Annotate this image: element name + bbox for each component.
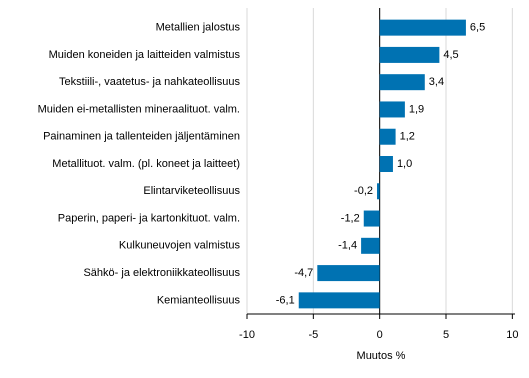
- bar: [317, 265, 380, 282]
- bar: [379, 128, 396, 145]
- y-tick-label: Sähkö- ja elektroniikkateollisuus: [83, 267, 240, 279]
- value-label: 1,0: [397, 158, 412, 170]
- value-label: 6,5: [470, 22, 485, 34]
- y-tick-label: Muiden ei-metallisten mineraalituot. val…: [38, 103, 240, 115]
- bar: [377, 183, 380, 200]
- bar: [298, 292, 380, 309]
- value-label: 1,2: [400, 131, 415, 143]
- y-tick-label: Metallien jalostus: [156, 22, 241, 34]
- bar: [379, 156, 393, 172]
- y-tick-label: Painaminen ja tallenteiden jäljentäminen: [43, 131, 240, 143]
- value-label: -4,7: [294, 267, 313, 279]
- value-label: -1,4: [338, 240, 357, 252]
- y-tick-label: Elintarviketeollisuus: [143, 185, 240, 197]
- x-tick-label: 10: [506, 329, 518, 341]
- x-tick-label: -10: [239, 329, 255, 341]
- value-label: -1,2: [341, 212, 360, 224]
- bar: [379, 46, 440, 63]
- bar: [379, 19, 466, 36]
- value-label: -0,2: [354, 185, 373, 197]
- y-tick-label: Kemianteollisuus: [157, 294, 241, 306]
- y-tick-label: Paperin, paperi- ja kartonkituot. valm.: [58, 212, 240, 224]
- x-axis-label: Muutos %: [357, 350, 406, 362]
- value-label: 4,5: [443, 49, 458, 61]
- bar: [363, 210, 380, 227]
- value-label: 1,9: [409, 103, 424, 115]
- y-tick-label: Kulkuneuvojen valmistus: [119, 240, 241, 252]
- y-tick-label: Tekstiili-, vaatetus- ja nahkateollisuus: [59, 76, 240, 88]
- bar: [379, 101, 405, 118]
- x-tick-label: -5: [308, 329, 318, 341]
- value-label: 3,4: [429, 76, 444, 88]
- y-tick-label: Muiden koneiden ja laitteiden valmistus: [49, 49, 241, 61]
- value-label: -6,1: [276, 294, 295, 306]
- x-tick-label: 0: [377, 329, 383, 341]
- y-tick-label: Metallituot. valm. (pl. koneet ja laitte…: [52, 158, 240, 170]
- x-tick-label: 5: [443, 329, 449, 341]
- bar: [361, 237, 380, 254]
- bar: [379, 74, 425, 91]
